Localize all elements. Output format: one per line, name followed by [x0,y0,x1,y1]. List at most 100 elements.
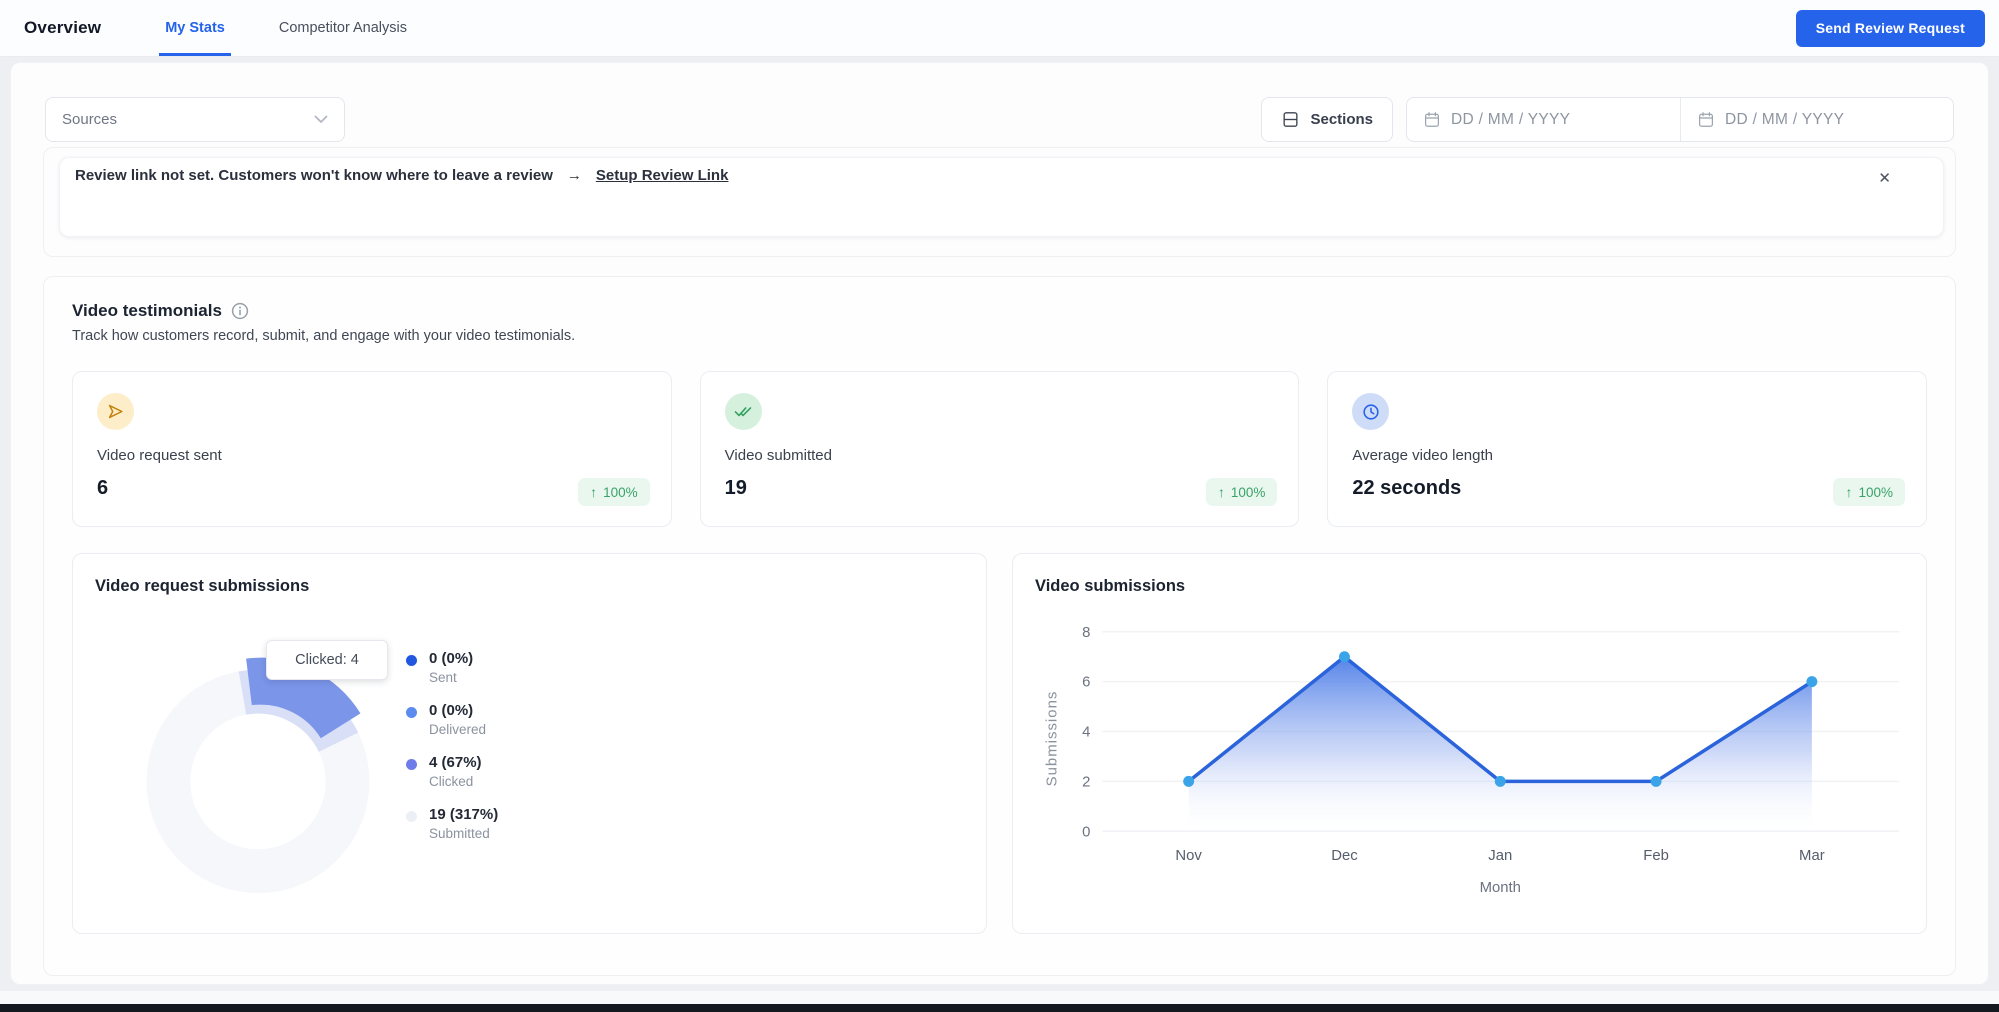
legend-value: 0 (0%) [429,650,473,667]
data-point[interactable] [1651,776,1662,787]
tab-my-stats[interactable]: My Stats [159,0,231,56]
arrow-up-icon: ↑ [590,484,597,500]
bottom-dark-bar [0,1004,1999,1012]
chart-tooltip: Clicked: 4 [266,640,388,680]
stat-delta-value: 100% [1231,485,1266,500]
data-point[interactable] [1339,651,1350,662]
legend-value: 19 (317%) [429,806,498,823]
y-tick-label: 6 [1082,674,1090,691]
calendar-icon [1423,110,1441,129]
chevron-down-icon [314,115,328,124]
stat-label: Video request sent [97,447,647,464]
sources-select[interactable]: Sources [45,97,345,142]
stat-delta-badge: ↑ 100% [1206,478,1278,506]
bottom-light-strip [0,991,1999,1004]
donut-legend: 0 (0%) Sent 0 (0%) Delivered [406,650,498,858]
section-subtitle: Track how customers record, submit, and … [72,328,1927,344]
send-icon [97,393,134,430]
legend-dot-sent [406,655,417,666]
stat-card-average-video-length: Average video length 22 seconds ↑ 100% [1327,371,1927,527]
stat-label: Video submitted [725,447,1275,464]
x-axis-label: Month [1480,879,1521,896]
tab-competitor-analysis-label: Competitor Analysis [279,20,407,36]
close-icon[interactable]: ✕ [1874,165,1895,191]
arrow-up-icon: ↑ [1845,484,1852,500]
section-header: Video testimonials [72,301,1927,321]
stat-delta-value: 100% [603,485,638,500]
y-axis-label: Submissions [1044,691,1061,787]
toolbar-right-group: Sections DD / MM / YYYY DD / MM / YYYY [1261,97,1954,142]
date-from-input[interactable]: DD / MM / YYYY [1407,98,1680,141]
legend-label: Clicked [429,774,482,789]
x-tick-label: Jan [1488,847,1512,864]
area-fill [1189,657,1812,832]
banner-message: Review link not set. Customers won't kno… [75,167,553,184]
review-link-banner: Review link not set. Customers won't kno… [59,157,1944,237]
banner-section: Review link not set. Customers won't kno… [43,147,1956,257]
donut-chart[interactable] [73,554,986,933]
stat-value: 6 [97,477,647,500]
arrow-up-icon: ↑ [1218,484,1225,500]
stat-delta-badge: ↑ 100% [578,478,650,506]
date-range-group: DD / MM / YYYY DD / MM / YYYY [1406,97,1954,142]
sections-icon [1281,109,1300,130]
x-tick-label: Feb [1643,847,1669,864]
chart-title: Video submissions [1035,577,1185,596]
legend-value: 0 (0%) [429,702,486,719]
double-check-icon [725,393,762,430]
sections-button-label: Sections [1310,111,1373,128]
stat-delta-value: 100% [1858,485,1893,500]
stat-card-video-submitted: Video submitted 19 ↑ 100% [700,371,1300,527]
x-tick-label: Mar [1799,847,1825,864]
tab-my-stats-label: My Stats [165,20,225,36]
charts-row: Video request submissions Clicked: 4 0 (… [72,553,1927,934]
date-to-input[interactable]: DD / MM / YYYY [1680,98,1953,141]
filters-toolbar: Sources Sections DD / MM / YYYY [45,97,1954,142]
clock-icon [1352,393,1389,430]
y-tick-label: 0 [1082,823,1090,840]
legend-item: 0 (0%) Delivered [406,702,498,737]
stat-card-video-request-sent: Video request sent 6 ↑ 100% [72,371,672,527]
data-point[interactable] [1806,676,1817,687]
banner-content: Review link not set. Customers won't kno… [60,158,1943,184]
page-title: Overview [24,18,101,38]
legend-item: 4 (67%) Clicked [406,754,498,789]
y-tick-label: 2 [1082,773,1090,790]
top-nav: Overview My Stats Competitor Analysis Se… [0,0,1999,57]
legend-item: 19 (317%) Submitted [406,806,498,841]
line-chart[interactable]: 0 2 4 6 8 Nov Dec Jan Feb Mar Month Submissions [1013,554,1926,933]
y-tick-label: 4 [1082,723,1090,740]
stat-value: 22 seconds [1352,477,1902,500]
chart-title: Video request submissions [95,577,309,596]
sources-select-label: Sources [62,111,117,128]
legend-item: 0 (0%) Sent [406,650,498,685]
video-testimonials-section: Video testimonials Track how customers r… [43,276,1956,976]
main-panel: Sources Sections DD / MM / YYYY [10,62,1989,985]
y-tick-label: 8 [1082,624,1090,641]
legend-dot-clicked [406,759,417,770]
x-tick-label: Nov [1175,847,1202,864]
stat-label: Average video length [1352,447,1902,464]
arrow-right-icon: → [563,167,586,184]
section-title: Video testimonials [72,301,222,321]
video-submissions-card: Video submissions 0 2 4 6 8 Nov Dec Jan Feb Mar Mo… [1012,553,1927,934]
date-from-placeholder: DD / MM / YYYY [1451,111,1570,129]
data-point[interactable] [1495,776,1506,787]
legend-value: 4 (67%) [429,754,482,771]
date-to-placeholder: DD / MM / YYYY [1725,111,1844,129]
tab-competitor-analysis[interactable]: Competitor Analysis [273,0,413,56]
legend-label: Delivered [429,722,486,737]
calendar-icon [1697,110,1715,129]
legend-dot-submitted [406,811,417,822]
video-request-submissions-card: Video request submissions Clicked: 4 0 (… [72,553,987,934]
legend-label: Submitted [429,826,498,841]
stat-delta-badge: ↑ 100% [1833,478,1905,506]
data-point[interactable] [1183,776,1194,787]
setup-review-link[interactable]: Setup Review Link [596,167,729,184]
stat-value: 19 [725,477,1275,500]
sections-button[interactable]: Sections [1261,97,1393,142]
x-tick-label: Dec [1331,847,1358,864]
send-review-request-button[interactable]: Send Review Request [1796,10,1985,47]
stats-row: Video request sent 6 ↑ 100% Video submit… [72,371,1927,527]
info-icon[interactable] [231,302,249,320]
